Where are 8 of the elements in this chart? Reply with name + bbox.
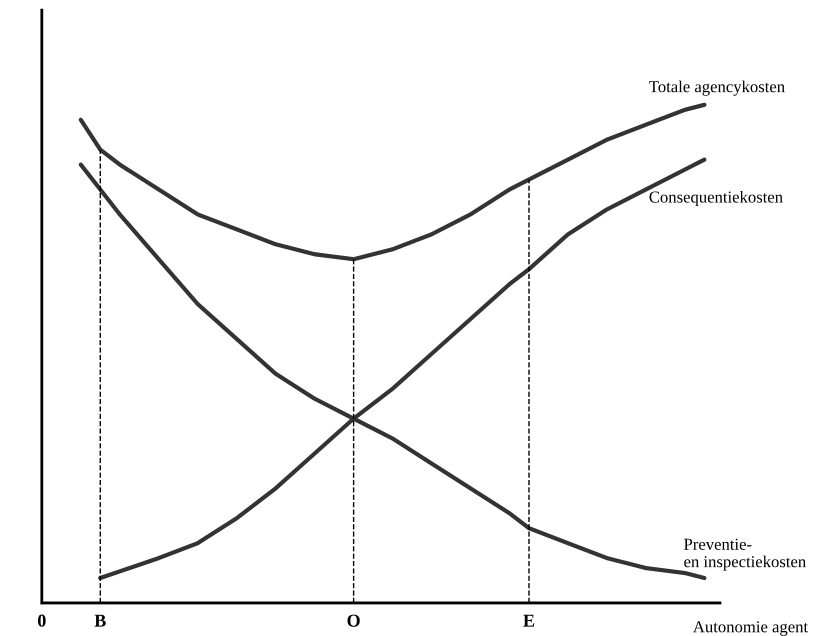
x-tick-label: B [94, 614, 106, 627]
series-label: Consequentiekosten [650, 190, 783, 206]
series-label: Preventie- en inspectiekosten [684, 538, 806, 571]
x-tick-label: O [347, 614, 360, 627]
x-tick-label: E [523, 614, 534, 627]
series-label: Totale agencykosten [649, 80, 785, 96]
x-axis-title: Autonomie agent [693, 621, 808, 636]
x-tick-label: 0 [38, 614, 46, 627]
